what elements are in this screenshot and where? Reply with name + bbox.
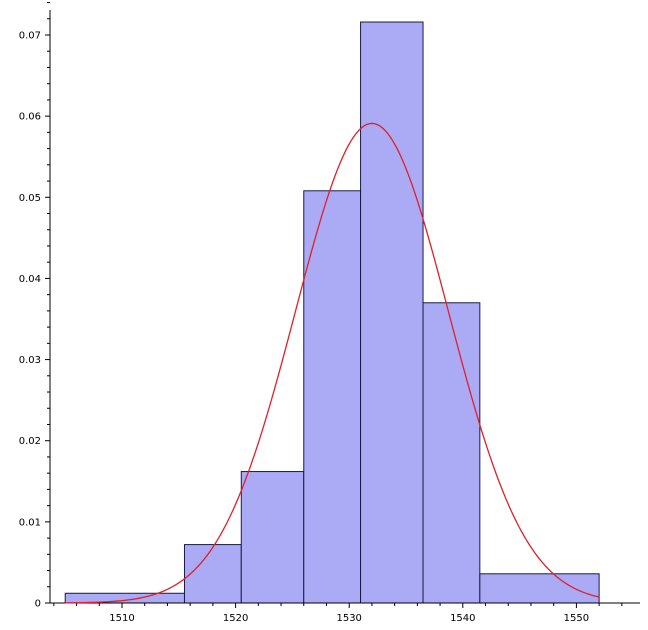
axes-layer (49, 10, 640, 604)
y-tick-label: 0.07 (19, 31, 41, 42)
y-tick-label: 0.05 (19, 193, 41, 204)
density-curve (65, 122, 600, 604)
curve-layer (65, 122, 600, 604)
ticks-layer: 0 0.01 0.02 0.03 0.04 0.05 0.06 0.07 1510 1520 153… (19, 2, 623, 624)
x-tick-label: 1550 (564, 613, 589, 624)
y-tick-label: 0.03 (19, 355, 41, 366)
x-tick-label: 1540 (450, 613, 475, 624)
histogram-bar (479, 573, 600, 604)
histogram-bar (64, 592, 185, 604)
histogram-bar (240, 471, 305, 604)
histogram-bar (303, 190, 362, 604)
histogram-bar (183, 544, 242, 604)
y-tick-label: 0.04 (19, 274, 41, 285)
x-tick-label: 1520 (223, 613, 248, 624)
y-tick-label: 0.02 (19, 436, 41, 447)
y-tick-label: 0.01 (19, 517, 41, 528)
bars-layer (64, 21, 600, 604)
histogram-bar (360, 21, 424, 604)
y-tick-label: 0 (35, 599, 41, 610)
histogram-bar (422, 302, 481, 604)
y-tick-label: 0.06 (19, 112, 41, 123)
x-tick-label: 1530 (336, 613, 361, 624)
x-tick-label: 1510 (109, 613, 134, 624)
